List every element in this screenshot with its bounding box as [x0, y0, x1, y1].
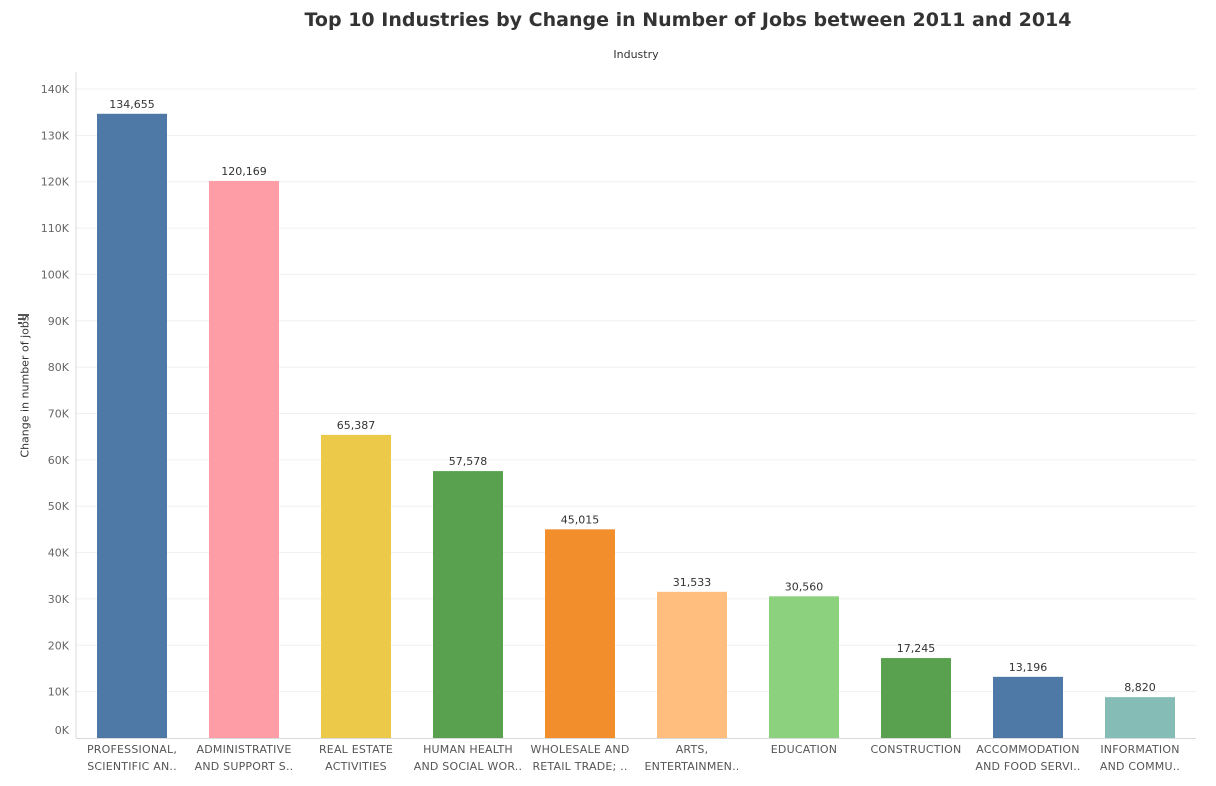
y-tick-label: 0K	[55, 724, 70, 737]
data-label: 31,533	[673, 576, 712, 589]
y-tick-label: 40K	[48, 547, 70, 560]
data-label: 120,169	[221, 165, 267, 178]
data-label: 13,196	[1009, 661, 1048, 674]
y-tick-label: 140K	[41, 83, 70, 96]
data-label: 8,820	[1124, 681, 1156, 694]
x-tick-label: REAL ESTATE ACTIVITIES	[319, 743, 393, 773]
y-tick-label: 90K	[48, 315, 70, 328]
data-label: 30,560	[785, 580, 824, 593]
x-tick-label: HUMAN HEALTH AND SOCIAL WOR..	[414, 743, 522, 773]
x-axis-header: Industry	[613, 48, 659, 61]
y-tick-label: 70K	[48, 408, 70, 421]
x-tick-label: ACCOMMODATION AND FOOD SERVI..	[975, 743, 1080, 773]
bars	[97, 113, 1175, 738]
bar[interactable]	[209, 180, 279, 738]
x-tick-label: ARTS, ENTERTAINMEN..	[644, 743, 739, 773]
bar[interactable]	[993, 676, 1063, 738]
data-label: 45,015	[561, 513, 600, 526]
x-axis-categories: PROFESSIONAL, SCIENTIFIC AN.. ADMINISTRATI…	[87, 743, 1180, 773]
y-tick-label: 30K	[48, 593, 70, 606]
chart-title: Top 10 Industries by Change in Number of…	[304, 9, 1072, 31]
bar[interactable]	[97, 113, 167, 738]
bar[interactable]	[881, 658, 951, 738]
x-tick-label: ADMINISTRATIVE AND SUPPORT S..	[195, 743, 294, 773]
data-label: 65,387	[337, 419, 376, 432]
data-label: 57,578	[449, 455, 488, 468]
bar[interactable]	[1105, 697, 1175, 738]
sort-descending-icon[interactable]	[18, 314, 30, 324]
y-tick-label: 50K	[48, 500, 70, 513]
x-tick-label: PROFESSIONAL, SCIENTIFIC AN..	[87, 743, 177, 773]
x-tick-label: WHOLESALE AND RETAIL TRADE; ..	[531, 743, 630, 773]
data-label: 17,245	[897, 642, 936, 655]
x-tick-label: INFORMATION AND COMMU..	[1100, 743, 1180, 773]
x-tick-label: EDUCATION	[771, 743, 837, 756]
y-tick-label: 120K	[41, 176, 70, 189]
bar[interactable]	[545, 529, 615, 738]
bar[interactable]	[321, 434, 391, 738]
x-tick-label: CONSTRUCTION	[871, 743, 962, 756]
y-tick-label: 130K	[41, 129, 70, 142]
y-tick-label: 80K	[48, 361, 70, 374]
bar[interactable]	[657, 591, 727, 738]
y-tick-label: 10K	[48, 686, 70, 699]
y-axis: 0K 10K 20K 30K 40K 50K 60K 70K 80K 90K 100K 110K 120…	[41, 72, 1196, 739]
bar[interactable]	[769, 596, 839, 738]
y-tick-label: 20K	[48, 639, 70, 652]
y-tick-label: 60K	[48, 454, 70, 467]
data-labels: 134,655 120,169 65,387 57,578 45,015 31,533 30…	[109, 98, 1156, 694]
data-label: 134,655	[109, 98, 155, 111]
bar[interactable]	[433, 471, 503, 738]
y-tick-label: 100K	[41, 268, 70, 281]
y-tick-label: 110K	[41, 222, 70, 235]
